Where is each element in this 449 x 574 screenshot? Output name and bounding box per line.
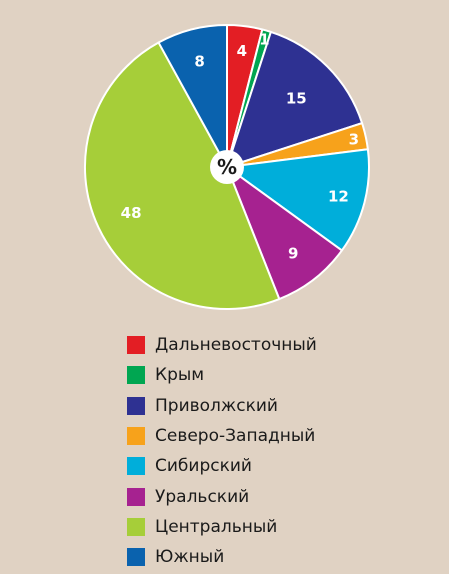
- data-label: 9: [288, 244, 298, 262]
- data-label: 48: [121, 204, 142, 222]
- legend-item: Крым: [127, 360, 427, 390]
- legend-label: Сибирский: [155, 456, 252, 477]
- legend-item: Центральный: [127, 512, 427, 542]
- pie-slice: [226, 166, 343, 301]
- legend-label: Крым: [155, 365, 205, 386]
- legend-label: Приволжский: [155, 395, 278, 416]
- pie-slice: [157, 24, 228, 168]
- legend-swatch: [127, 336, 145, 355]
- data-label: 4: [237, 42, 247, 60]
- center-circle: [210, 150, 244, 184]
- pie-chart: % 41 15 3 12 9 48 8: [84, 24, 370, 310]
- data-label: 15: [286, 90, 307, 108]
- data-label: 12: [328, 188, 349, 206]
- legend-item: Сибирский: [127, 451, 427, 481]
- legend-item: Северо-Западный: [127, 421, 427, 451]
- data-label: 1: [259, 30, 269, 48]
- center-label: %: [217, 155, 237, 179]
- legend-swatch: [127, 427, 145, 446]
- chart-legend: Дальневосточный Крым Приволжский Северо-Зап…: [127, 330, 427, 572]
- legend-swatch: [127, 517, 145, 536]
- data-label: 8: [194, 53, 204, 71]
- legend-swatch: [127, 366, 145, 385]
- legend-swatch: [127, 487, 145, 506]
- legend-swatch: [127, 396, 145, 415]
- legend-item: Уральский: [127, 481, 427, 511]
- data-label: 3: [349, 131, 359, 149]
- legend-swatch: [127, 548, 145, 567]
- legend-label: Центральный: [155, 516, 278, 537]
- legend-label: Южный: [155, 547, 225, 568]
- pie-slice: [226, 148, 370, 252]
- legend-label: Уральский: [155, 486, 250, 507]
- legend-swatch: [127, 457, 145, 476]
- legend-label: Дальневосточный: [155, 335, 317, 356]
- legend-item: Дальневосточный: [127, 330, 427, 360]
- legend-label: Северо-Западный: [155, 426, 316, 447]
- legend-item: Приволжский: [127, 391, 427, 421]
- legend-item: Южный: [127, 542, 427, 572]
- pie-slice: [84, 41, 281, 310]
